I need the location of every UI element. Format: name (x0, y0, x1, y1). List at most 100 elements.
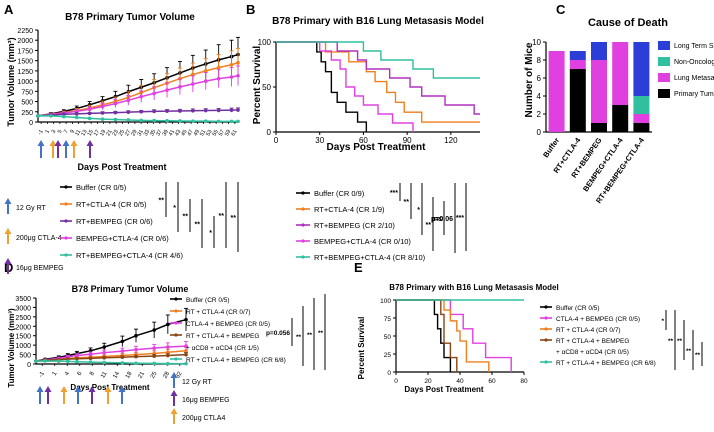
panel-b-legend-marker (301, 223, 305, 227)
panel-a-sig-label: ** (159, 198, 165, 205)
panel-a-treatment-arrowhead (49, 140, 57, 146)
panel-a-key-label: 200μg CTLA-4 (16, 235, 62, 242)
panel-a-xtick-label: 3 (51, 129, 58, 135)
panel-e-legend-marker (544, 360, 548, 364)
panel-e-title: B78 Primary with B16 Lung Metasasis Mode… (389, 283, 558, 292)
panel-c-ytick-label: 2 (537, 110, 542, 119)
panel-a-xtick-label: -1 (37, 129, 45, 136)
panel-d-data-point (75, 359, 79, 364)
panel-a-data-point (126, 98, 131, 103)
panel-d-legend-marker (174, 333, 178, 337)
panel-a-data-point (139, 94, 144, 99)
panel-d-data-point (134, 333, 138, 338)
panel-d-legend-label: RT + CTLA-4 (CR 0/7) (186, 309, 251, 316)
panel-a-sig-label: ** (183, 214, 189, 221)
panel-c-title: Cause of Death (588, 17, 668, 29)
panel-d-data-point (134, 347, 138, 352)
panel-a-xtick-label: 51 (199, 129, 207, 137)
panel-c-legend-swatch (658, 89, 670, 98)
panel-d-xtick-label: 14 (112, 370, 121, 379)
panel-d-legend-label: CTLA-4 + BEMPEG (CR 0/5) (186, 321, 270, 328)
panel-a-data-point (229, 62, 234, 67)
panel-e-ytick-label: 0 (387, 370, 391, 377)
panel-d-treatment-arrowhead (36, 386, 44, 392)
panel-d-data-point (120, 361, 125, 365)
panel-d-legend-marker (174, 357, 178, 361)
panel-b-survival-curve (276, 41, 368, 132)
panel-c-ytick-label: 0 (537, 128, 542, 137)
panel-d-sig-label: ** (307, 332, 313, 339)
panel-e-survival-curve (396, 299, 458, 372)
panel-c-legend-swatch (658, 57, 670, 66)
panel-d-treatment-arrowhead (60, 386, 68, 392)
panel-d-ytick-label: 3500 (15, 296, 31, 303)
panel-d-data-point (66, 359, 70, 364)
panel-a-xtick-label: 9 (69, 129, 76, 135)
panel-a-key-arrowhead (4, 198, 12, 204)
panel-d-treatment-arrowhead (104, 386, 112, 392)
panel-a-data-point (87, 116, 92, 121)
panel-a-data-point (236, 73, 240, 78)
panel-c-legend-label: Primary Tumor (674, 91, 714, 98)
panel-a-legend-label: Buffer (CR 0/5) (76, 183, 127, 192)
panel-a-legend-label: RT+BEMPEG+CTLA-4 (CR 4/6) (76, 251, 183, 260)
panel-e-legend-label: CTLA-4 + BEMPEG (CR 0/5) (556, 316, 640, 323)
panel-d-title: B78 Primary Tumor Volume (72, 284, 189, 294)
panel-a-data-point (216, 119, 221, 124)
panel-d-sig-label: ** (296, 334, 302, 341)
panel-d-data-point (166, 353, 170, 358)
panel-a-ytick-label: 250 (21, 110, 33, 117)
panel-c-legend-label: Non-Oncologic (674, 59, 714, 66)
panel-e-legend-label: RT + CTLA-4 + BEMPEG (556, 338, 629, 345)
panel-d-treatment-arrowhead (118, 386, 126, 392)
panel-a-xtick-label: 15 (87, 129, 95, 137)
panel-c-ylabel: Number of Mice (524, 42, 535, 117)
panel-e-sig-label: ** (686, 348, 692, 355)
panel-d-legend-marker (174, 309, 178, 313)
panel-a-data-point (152, 91, 156, 96)
panel-d-data-point (34, 359, 38, 363)
panel-b-sig-label: p=0.06 (431, 216, 453, 223)
panel-e-ytick-label: 25 (384, 352, 392, 359)
panel-d-data-point (152, 361, 156, 366)
panel-a-xlabel: Days Post Treatment (77, 162, 166, 172)
panel-a-xtick-label: 27 (124, 129, 132, 137)
panel-d-data-point (56, 359, 61, 363)
panel-d-data-point (184, 349, 188, 353)
panel-d-data-point (152, 354, 156, 358)
panel-e-legend-label: RT + CTLA-4 (CR 0/7) (556, 327, 621, 334)
panel-a-data-point (236, 60, 240, 65)
panel-e-xtick-label: 0 (394, 378, 398, 385)
panel-e-letter: E (354, 260, 363, 275)
panel-a-sig-label: * (173, 205, 176, 212)
panel-e-sig-label: ** (695, 352, 701, 359)
panel-b-legend-label: RT+BEMPEG+CTLA-4 (CR 8/10) (314, 253, 426, 262)
panel-b-survival-curve (276, 41, 480, 115)
panel-c-bar-segment (548, 51, 565, 132)
panel-a-xtick-label: 43 (174, 129, 182, 137)
panel-e-legend-marker (544, 316, 548, 320)
panel-d-xtick-label: 21 (137, 370, 146, 379)
panel-a-xtick-label: 35 (149, 129, 157, 137)
panel-a-xtick-label: 11 (74, 129, 82, 137)
panel-d-series-line (35, 318, 187, 362)
panel-a-legend-label: BEMPEG+CTLA-4 (CR 0/6) (76, 234, 169, 243)
panel-a-legend-label: RT+BEMPEG (CR 0/6) (76, 217, 153, 226)
panel-d-treatment-arrowhead (88, 386, 96, 392)
panel-d-series-line (35, 353, 187, 362)
panel-a-data-point (203, 108, 208, 113)
panel-d-key-label: 12 Gy RT (182, 379, 213, 386)
panel-d-xtick-label: 28 (162, 370, 171, 379)
panel-d-data-point (120, 355, 125, 360)
panel-b-legend-marker (301, 207, 305, 211)
panel-e-legend-label: Buffer (CR 0/5) (556, 305, 600, 312)
panel-d-xtick-label: 18 (125, 370, 134, 379)
panel-b-sig-label: ns (434, 216, 442, 223)
panel-d-treatment-arrowhead (44, 386, 52, 392)
panel-b-xtick-label: 90 (403, 136, 412, 145)
panel-c-bar-segment (633, 114, 650, 123)
panel-d-key-arrowhead (170, 372, 178, 378)
panel-a-xtick-label: 25 (118, 129, 126, 137)
panel-a-data-point (100, 104, 105, 109)
panel-e-legend-marker (544, 305, 548, 309)
